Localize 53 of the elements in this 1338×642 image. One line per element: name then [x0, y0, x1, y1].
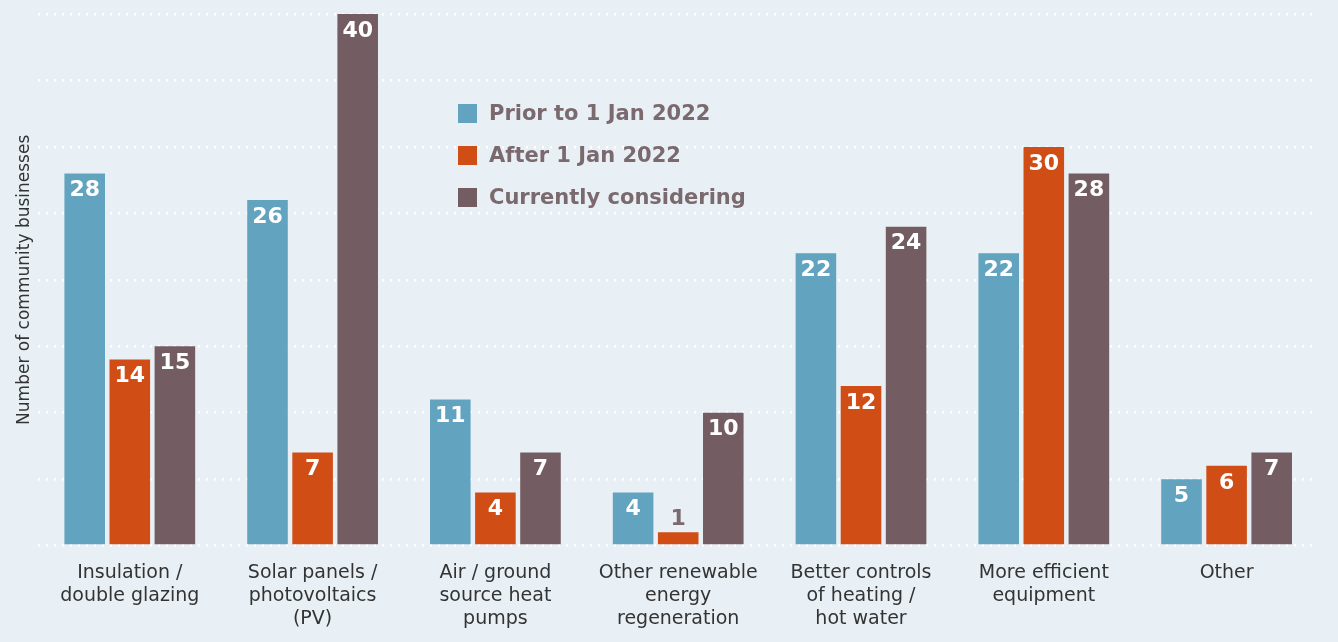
bar: [109, 359, 151, 545]
bar: [703, 412, 744, 545]
data-label: 28: [1073, 176, 1105, 202]
bar: [337, 14, 378, 545]
x-tick-label: Other renewable energy regeneration: [598, 559, 758, 628]
data-label: 30: [1028, 149, 1060, 175]
bar: [247, 200, 288, 545]
bar: [475, 492, 516, 545]
data-label: 28: [69, 176, 101, 202]
data-label: 26: [252, 202, 283, 228]
bar: [430, 399, 471, 545]
data-label: 12: [845, 388, 877, 414]
legend-label: Prior to 1 Jan 2022: [489, 101, 711, 125]
data-label: 15: [159, 348, 191, 374]
data-label: 11: [435, 402, 466, 428]
x-tick-label: Solar panels / photovoltaics (PV): [247, 559, 378, 628]
data-label: 4: [487, 495, 504, 521]
data-label: 22: [800, 255, 832, 281]
x-tick-label: Better controls of heating / hot water: [790, 559, 932, 628]
data-label: 14: [114, 362, 146, 388]
bar: [795, 253, 837, 545]
bar: [840, 386, 882, 545]
bar: [154, 346, 196, 545]
bar: [1251, 452, 1292, 545]
y-axis-title: Number of community businesses: [12, 134, 33, 425]
data-label: 10: [707, 415, 739, 441]
data-label: 7: [532, 455, 549, 481]
x-tick-label: Other: [1199, 559, 1254, 582]
data-label: 4: [625, 495, 641, 521]
x-tick-label: More efficient equipment: [978, 559, 1109, 605]
data-label: 1: [670, 505, 686, 531]
x-tick-label: Air / ground source heat pumps: [439, 559, 552, 628]
bar: [64, 173, 105, 545]
bar: [978, 253, 1019, 545]
bar: [292, 452, 333, 545]
bar: [657, 532, 699, 545]
legend-label: Currently considering: [489, 185, 746, 209]
data-label: 7: [304, 455, 321, 481]
bar: [520, 452, 561, 545]
data-label: 40: [342, 16, 373, 42]
bar: [1161, 479, 1202, 545]
legend-label: After 1 Jan 2022: [489, 143, 681, 167]
bar: [1068, 173, 1110, 545]
bar: [885, 226, 927, 545]
data-label: 5: [1173, 481, 1190, 507]
data-label: 6: [1218, 468, 1235, 494]
bar: [612, 492, 654, 545]
data-label: 7: [1264, 455, 1280, 481]
bar: [1206, 465, 1247, 545]
data-label: 24: [890, 229, 922, 255]
x-tick-label: Insulation / double glazing: [60, 559, 200, 605]
bar: [1023, 146, 1065, 545]
data-label: 22: [983, 255, 1015, 281]
